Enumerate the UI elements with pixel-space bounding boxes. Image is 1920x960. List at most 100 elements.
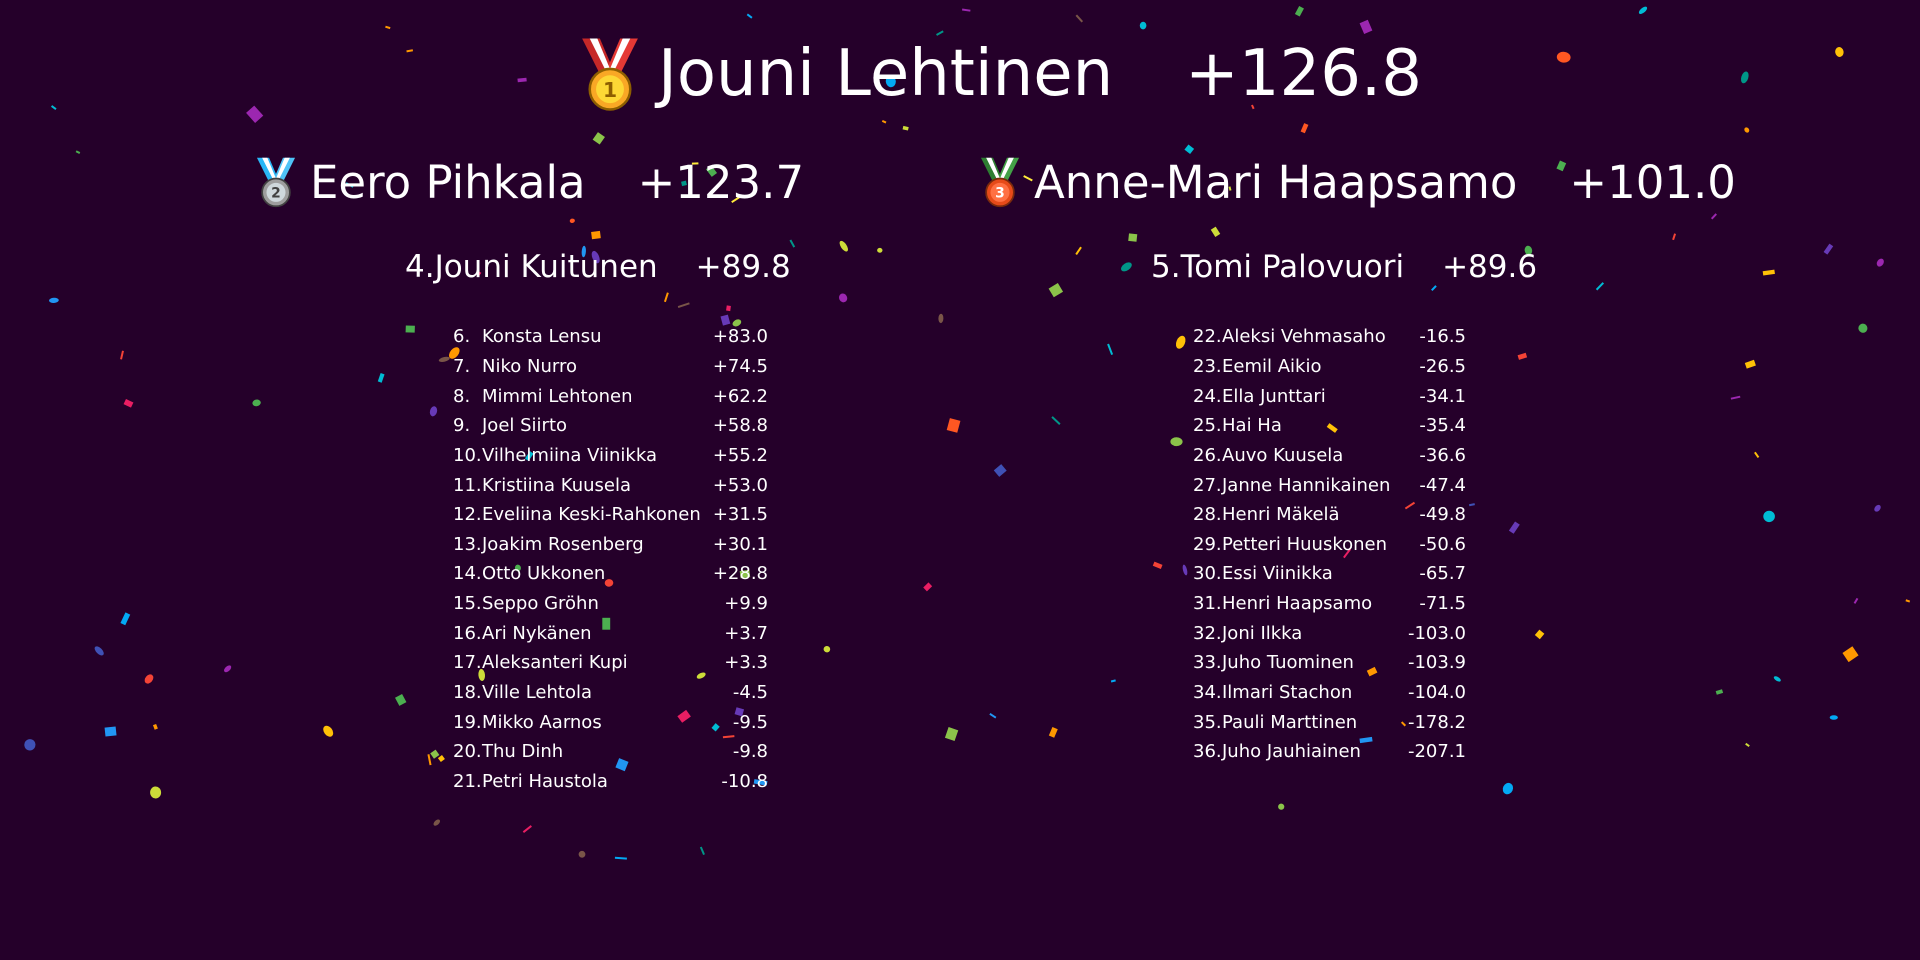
confetti-piece — [663, 292, 669, 303]
confetti-piece — [923, 582, 933, 592]
confetti-piece — [881, 119, 887, 124]
standings-rank: 19. — [453, 711, 482, 733]
standings-score: -34.1 — [1419, 385, 1466, 407]
standings-score: +58.8 — [712, 415, 768, 437]
standings-score: -16.5 — [1419, 326, 1466, 348]
confetti-piece — [1740, 71, 1749, 84]
confetti-piece — [944, 727, 959, 742]
confetti-piece — [1744, 359, 1756, 369]
standings-name: Essi Viinikka — [1222, 563, 1333, 585]
standings-score: -9.5 — [732, 711, 768, 733]
second-place-score: +123.7 — [637, 155, 805, 209]
standings-row: 30. Essi Viinikka -65.7 — [1193, 559, 1466, 589]
confetti-piece — [1051, 416, 1061, 425]
confetti-piece — [1835, 47, 1844, 57]
standings-rank: 6. — [453, 326, 471, 348]
standings-score: +53.0 — [712, 474, 768, 496]
standings-row: 33. Juho Tuominen -103.9 — [1193, 648, 1466, 678]
confetti-piece — [144, 674, 154, 684]
confetti-piece — [1730, 395, 1741, 400]
standings-score: -65.7 — [1419, 563, 1466, 585]
confetti-piece — [438, 356, 450, 363]
standings-row: 10. Vilhelmiina Viinikka +55.2 — [453, 441, 768, 471]
bronze-medal-icon: 3 — [980, 157, 1020, 208]
third-place-name: Anne-Mari Haapsamo — [1034, 155, 1518, 209]
standings-rank: 26. — [1193, 444, 1222, 466]
fifth-place-rank: 5. — [1151, 249, 1181, 285]
standings-list-right: 22. Aleksi Vehmasaho -16.5 23. Eemil Aikio -2… — [1193, 322, 1466, 767]
confetti-piece — [427, 754, 432, 766]
standings-row: 17. Aleksanteri Kupi +3.3 — [453, 648, 768, 678]
standings-name: Juho Jauhiainen — [1222, 741, 1361, 763]
confetti-piece — [1048, 283, 1064, 298]
standings-name: Ilmari Stachon — [1222, 682, 1353, 703]
silver-medal-icon: 2 — [256, 157, 296, 208]
standings-rank: 27. — [1193, 474, 1222, 496]
standings-name: Otto Ukkonen — [482, 563, 606, 585]
confetti-piece — [1595, 282, 1605, 291]
standings-score: +9.9 — [724, 593, 768, 615]
svg-text:3: 3 — [995, 186, 1005, 202]
confetti-piece — [123, 398, 134, 408]
confetti-piece — [1672, 233, 1677, 241]
standings-row: 6. Konsta Lensu +83.0 — [453, 322, 768, 352]
standings-name: Mimmi Lehtonen — [482, 385, 633, 407]
standings-name: Kristiina Kuusela — [482, 474, 632, 496]
confetti-piece — [24, 739, 36, 751]
standings-name: Petri Haustola — [482, 770, 608, 792]
confetti-piece — [1823, 243, 1834, 255]
standings-row: 12. Eveliina Keski-Rahkonen +31.5 — [453, 500, 768, 530]
standings-name: Mikko Aarnos — [482, 711, 602, 733]
confetti-piece — [1294, 5, 1304, 17]
standings-row: 23. Eemil Aikio -26.5 — [1193, 352, 1466, 382]
confetti-piece — [1744, 127, 1750, 133]
standings-score: -36.6 — [1419, 444, 1466, 466]
standings-score: +3.7 — [724, 622, 768, 644]
confetti-piece — [1762, 269, 1775, 276]
standings-rank: 23. — [1193, 355, 1222, 377]
standings-row: 16. Ari Nykänen +3.7 — [453, 618, 768, 648]
standings-rank: 11. — [453, 474, 482, 496]
standings-score: -104.0 — [1407, 682, 1466, 703]
confetti-piece — [1170, 437, 1183, 447]
confetti-piece — [1110, 679, 1116, 683]
standings-row: 29. Petteri Huuskonen -50.6 — [1193, 529, 1466, 559]
standings-name: Thu Dinh — [482, 741, 564, 763]
confetti-piece — [517, 77, 527, 83]
confetti-piece — [569, 218, 575, 224]
standings-score: +28.8 — [712, 563, 768, 585]
confetti-piece — [1876, 258, 1884, 267]
standings-score: -50.6 — [1419, 533, 1466, 555]
svg-text:1: 1 — [603, 78, 617, 102]
standings-name: Konsta Lensu — [482, 326, 602, 348]
standings-score: +3.3 — [724, 652, 768, 674]
confetti-piece — [246, 105, 264, 123]
standings-score: -178.2 — [1407, 711, 1466, 733]
standings-rank: 22. — [1193, 326, 1222, 348]
standings-rank: 21. — [453, 770, 482, 792]
confetti-piece — [152, 723, 158, 730]
confetti-piece — [433, 819, 441, 826]
standings-name: Aleksanteri Kupi — [482, 652, 628, 674]
second-place-name: Eero Pihkala — [310, 155, 586, 209]
confetti-piece — [591, 230, 601, 240]
confetti-piece — [746, 13, 753, 19]
standings-rank: 24. — [1193, 385, 1222, 407]
confetti-piece — [385, 25, 391, 30]
standings-name: Ville Lehtola — [482, 682, 593, 703]
standings-row: 35. Pauli Marttinen -178.2 — [1193, 707, 1466, 737]
confetti-piece — [1556, 51, 1571, 63]
confetti-piece — [104, 726, 117, 737]
standings-rank: 28. — [1193, 504, 1222, 526]
confetti-piece — [94, 646, 104, 656]
standings-score: +83.0 — [712, 326, 768, 348]
confetti-piece — [323, 725, 334, 737]
confetti-piece — [1508, 521, 1520, 534]
confetti-piece — [946, 418, 961, 433]
confetti-piece — [614, 856, 627, 860]
standings-rank: 8. — [453, 385, 471, 407]
fourth-place-name: Jouni Kuitunen — [434, 249, 658, 285]
standings-row: 9. Joel Siirto +58.8 — [453, 411, 768, 441]
standings-row: 25. Hai Ha -35.4 — [1193, 411, 1466, 441]
confetti-piece — [1182, 564, 1188, 576]
